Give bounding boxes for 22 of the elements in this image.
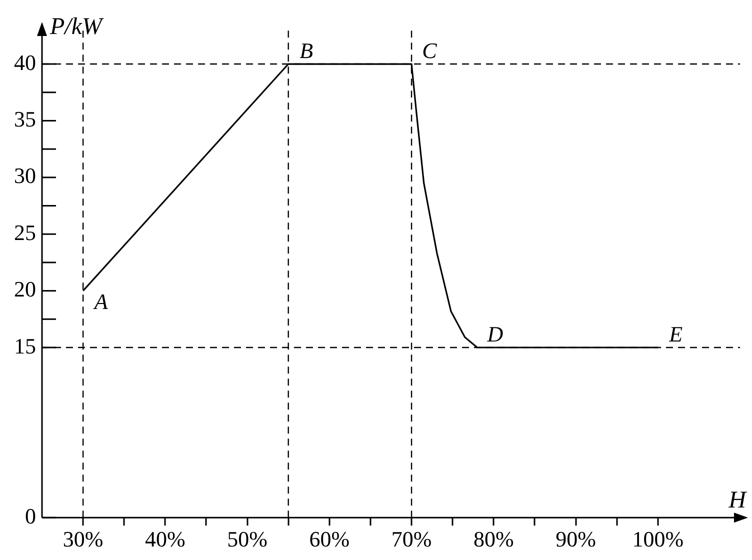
annotation: B [300, 38, 314, 64]
x-tick-label: 30% [62, 526, 104, 552]
y-tick-label: 15 [14, 333, 36, 358]
x-tick-label: 50% [227, 526, 268, 552]
y-tick-label: 40 [14, 50, 36, 75]
x-tick-label: 100% [632, 526, 684, 552]
y-tick-label: 0 [25, 503, 36, 528]
y-axis-title: P/kW [49, 14, 104, 40]
x-tick-label: 40% [145, 526, 186, 552]
annotation: A [92, 288, 108, 314]
annotation: D [486, 322, 504, 347]
y-tick-label: 35 [14, 106, 36, 132]
x-axis-title: H [728, 488, 748, 514]
annotation: C [422, 38, 438, 64]
x-tick-label: 70% [391, 526, 432, 552]
y-tick-label: 30 [14, 163, 36, 188]
y-tick-label: 25 [14, 220, 36, 245]
x-tick-label: 90% [556, 526, 596, 552]
x-tick-label: 80% [473, 526, 514, 552]
x-tick-label: 60% [309, 526, 350, 552]
annotation: E [668, 322, 684, 347]
y-tick-label: 20 [14, 276, 36, 302]
